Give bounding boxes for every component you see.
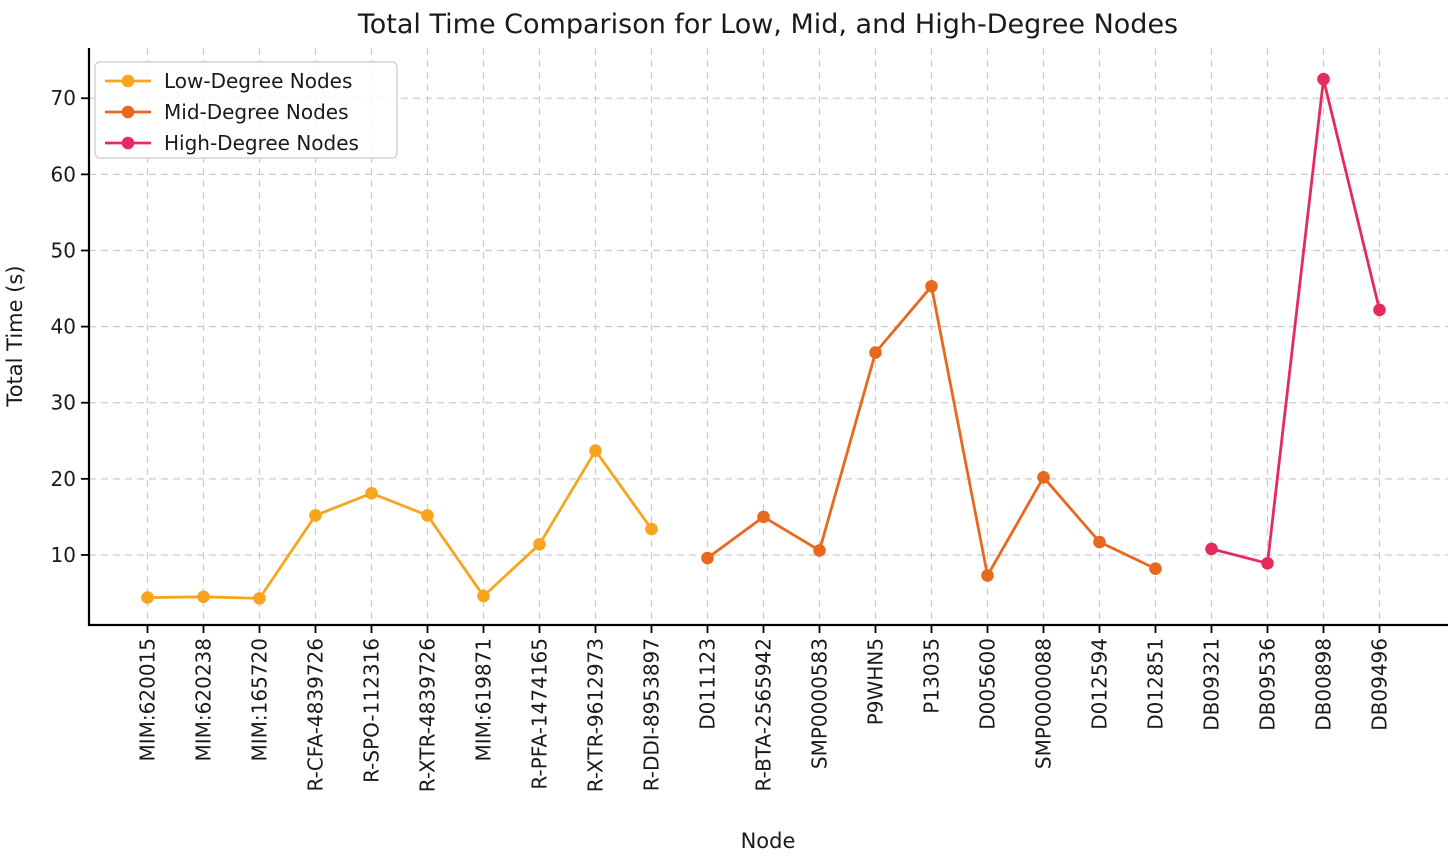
data-point: [141, 591, 154, 604]
axes: 10 20 30 40 50 60 70 MIM:620015 MIM:620238 MIM:16…: [51, 48, 1448, 792]
data-point: [925, 280, 938, 293]
x-tick-label: MIM:620238: [192, 638, 216, 762]
data-point: [701, 551, 714, 565]
x-tick-label: R-CFA-4839726: [304, 638, 328, 791]
y-tick-label: 70: [51, 86, 76, 110]
data-point: [309, 509, 322, 522]
y-tick-label: 20: [51, 467, 76, 491]
x-axis-label: Node: [741, 829, 796, 853]
x-tick-label: D012851: [1144, 638, 1168, 730]
y-tick-label: 50: [51, 238, 76, 262]
series-line-0: [147, 449, 653, 600]
x-tick-label: MIM:165720: [248, 638, 272, 762]
x-tick-label: MIM:619871: [472, 638, 496, 762]
data-point: [645, 522, 658, 536]
data-point: [1261, 557, 1274, 570]
data-point: [1205, 542, 1218, 556]
data-point: [1149, 562, 1162, 575]
data-point: [253, 592, 266, 605]
data-point: [1373, 303, 1386, 317]
data-point: [1093, 535, 1106, 549]
legend-label: High-Degree Nodes: [164, 131, 359, 155]
x-tick-label: P9WHN5: [864, 638, 888, 725]
x-tick-label: MIM:620015: [136, 638, 160, 762]
legend-marker: [121, 105, 135, 119]
x-tick-label: DB09536: [1256, 638, 1280, 731]
x-tick-label: SMP0000088: [1032, 638, 1056, 769]
y-axis-label: Total Time (s): [3, 265, 27, 407]
series-line-2: [1211, 77, 1381, 565]
x-tick-label: R-XTR-9612973: [584, 638, 608, 792]
gridlines: [89, 48, 1448, 625]
data-point: [813, 544, 826, 557]
data-point: [757, 510, 770, 524]
x-tick-label: DB09321: [1200, 638, 1224, 731]
legend-box: [94, 61, 398, 159]
data-point: [197, 590, 210, 604]
data-point: [589, 444, 602, 458]
data-point: [365, 487, 378, 500]
data-point: [981, 569, 994, 582]
x-tick-label: SMP0000583: [808, 638, 832, 769]
x-tick-label: R-SPO-112316: [360, 638, 384, 783]
x-tick-label: D011123: [696, 638, 720, 730]
x-tick-label: DB09496: [1368, 638, 1392, 731]
x-tick-label: R-BTA-2565942: [752, 638, 776, 792]
x-tick-label: D012594: [1088, 638, 1112, 730]
x-tick-label: D005600: [976, 638, 1000, 730]
legend-marker: [121, 74, 135, 88]
y-tick-label: 10: [51, 543, 76, 567]
data-point: [869, 346, 882, 359]
data-point: [421, 509, 434, 522]
chart-title: Total Time Comparison for Low, Mid, and …: [357, 9, 1178, 40]
series-lines: [141, 72, 1386, 605]
x-tick-label: P13035: [920, 638, 944, 714]
y-tick-label: 60: [51, 162, 76, 186]
data-point: [1037, 471, 1050, 484]
data-point: [477, 589, 490, 603]
legend-label: Low-Degree Nodes: [164, 69, 352, 93]
legend: Low-Degree Nodes Mid-Degree Nodes High-Deg…: [94, 61, 398, 159]
legend-label: Mid-Degree Nodes: [164, 100, 349, 124]
y-tick-label: 40: [51, 315, 76, 339]
x-tick-label: R-DDI-8953897: [640, 638, 664, 791]
data-point: [533, 538, 546, 551]
data-point: [1317, 72, 1330, 86]
legend-marker: [121, 136, 135, 150]
x-tick-label: R-PFA-1474165: [528, 638, 552, 790]
x-tick-label: R-XTR-4839726: [416, 638, 440, 792]
x-tick-label: DB00898: [1312, 638, 1336, 731]
y-tick-label: 30: [51, 391, 76, 415]
